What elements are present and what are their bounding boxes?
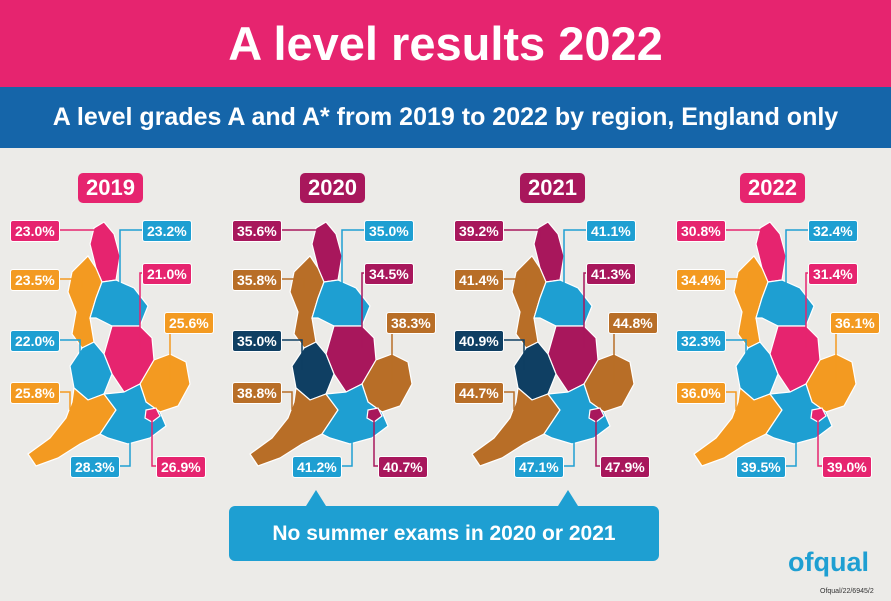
year-label-2022: 2022 [740, 173, 805, 203]
no-exams-note: No summer exams in 2020 or 2021 [229, 506, 659, 561]
leader-line [722, 278, 749, 288]
leader-line [151, 416, 156, 467]
value-label-london: 47.9% [600, 456, 650, 478]
value-label-east-of-england: 38.3% [386, 312, 436, 334]
value-label-east-of-england: 36.1% [830, 312, 880, 334]
leader-line [722, 339, 747, 370]
note-pointer [558, 490, 578, 506]
leader-line [56, 339, 81, 370]
leader-line [500, 229, 541, 238]
region-south-east-2020 [321, 383, 389, 445]
leader-line [373, 416, 378, 467]
leader-line [278, 278, 305, 288]
value-label-north-west: 34.4% [676, 269, 726, 291]
value-label-east-midlands: 21.0% [142, 263, 192, 285]
value-label-east-midlands: 34.5% [364, 263, 414, 285]
leader-line [278, 339, 303, 370]
value-label-north-east: 39.2% [454, 220, 504, 242]
value-label-south-east: 39.5% [736, 456, 786, 478]
leader-line [722, 391, 737, 410]
value-label-yorkshire-and-the-humber: 32.4% [808, 220, 858, 242]
value-label-north-east: 23.0% [10, 220, 60, 242]
leader-line [56, 391, 71, 410]
leader-line [817, 416, 822, 467]
value-label-west-midlands: 22.0% [10, 330, 60, 352]
leader-line [805, 272, 808, 348]
leader-line [56, 278, 83, 288]
value-label-west-midlands: 40.9% [454, 330, 504, 352]
leader-line [583, 272, 586, 348]
value-label-north-west: 41.4% [454, 269, 504, 291]
value-label-east-midlands: 41.3% [586, 263, 636, 285]
year-label-2019: 2019 [78, 173, 143, 203]
leader-line [278, 229, 319, 238]
value-label-london: 26.9% [156, 456, 206, 478]
leader-line [595, 416, 600, 467]
ofqual-logo: ofqual [788, 547, 869, 577]
value-label-east-of-england: 44.8% [608, 312, 658, 334]
value-label-south-east: 41.2% [292, 456, 342, 478]
value-label-east-midlands: 31.4% [808, 263, 858, 285]
leader-line [278, 391, 293, 410]
region-london-2022 [810, 407, 827, 423]
leader-line [500, 339, 525, 370]
leader-line [56, 229, 97, 238]
leader-line [500, 391, 515, 410]
leader-line [361, 272, 364, 348]
value-label-north-east: 35.6% [232, 220, 282, 242]
value-label-east-of-england: 25.6% [164, 312, 214, 334]
value-label-london: 40.7% [378, 456, 428, 478]
note-pointer [306, 490, 326, 506]
value-label-yorkshire-and-the-humber: 35.0% [364, 220, 414, 242]
leader-line [341, 229, 364, 298]
value-label-south-east: 28.3% [70, 456, 120, 478]
value-label-yorkshire-and-the-humber: 41.1% [586, 220, 636, 242]
map-2020 [249, 221, 413, 467]
map-2022 [693, 221, 857, 467]
value-label-north-west: 23.5% [10, 269, 60, 291]
region-london-2021 [588, 407, 605, 423]
leader-line [119, 229, 142, 298]
value-label-west-midlands: 32.3% [676, 330, 726, 352]
region-south-east-2022 [765, 383, 833, 445]
region-london-2019 [144, 407, 161, 423]
value-label-yorkshire-and-the-humber: 23.2% [142, 220, 192, 242]
value-label-london: 39.0% [822, 456, 872, 478]
region-london-2020 [366, 407, 383, 423]
leader-line [722, 229, 763, 238]
value-label-south-west: 36.0% [676, 382, 726, 404]
value-label-north-west: 35.8% [232, 269, 282, 291]
value-label-north-east: 30.8% [676, 220, 726, 242]
document-code: Ofqual/22/6945/2 [820, 588, 874, 595]
year-label-2020: 2020 [300, 173, 365, 203]
leader-line [500, 278, 527, 288]
leader-line [785, 229, 808, 298]
value-label-west-midlands: 35.0% [232, 330, 282, 352]
region-south-east-2019 [99, 383, 167, 445]
value-label-south-west: 25.8% [10, 382, 60, 404]
value-label-south-east: 47.1% [514, 456, 564, 478]
year-label-2021: 2021 [520, 173, 585, 203]
leader-line [563, 229, 586, 298]
value-label-south-west: 38.8% [232, 382, 282, 404]
map-2021 [471, 221, 635, 467]
page-subtitle: A level grades A and A* from 2019 to 202… [0, 87, 891, 148]
leader-line [139, 272, 142, 348]
region-south-east-2021 [543, 383, 611, 445]
page-title: A level results 2022 [0, 0, 891, 87]
value-label-south-west: 44.7% [454, 382, 504, 404]
